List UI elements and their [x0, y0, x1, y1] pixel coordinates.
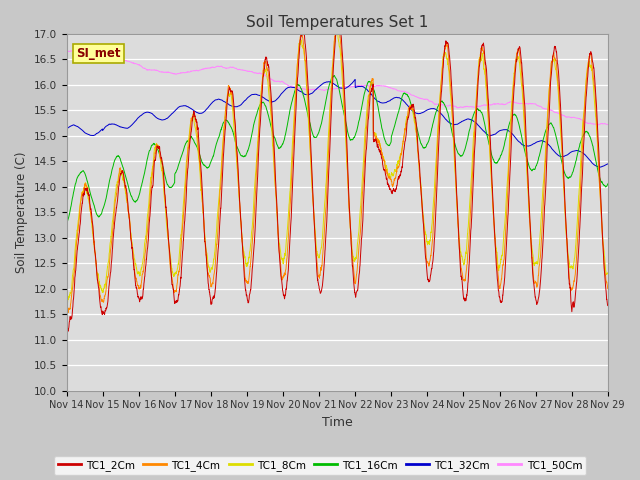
Legend: TC1_2Cm, TC1_4Cm, TC1_8Cm, TC1_16Cm, TC1_32Cm, TC1_50Cm: TC1_2Cm, TC1_4Cm, TC1_8Cm, TC1_16Cm, TC1…	[54, 456, 586, 475]
Text: SI_met: SI_met	[76, 47, 121, 60]
Title: Soil Temperatures Set 1: Soil Temperatures Set 1	[246, 15, 428, 30]
X-axis label: Time: Time	[322, 416, 353, 429]
Y-axis label: Soil Temperature (C): Soil Temperature (C)	[15, 152, 28, 273]
